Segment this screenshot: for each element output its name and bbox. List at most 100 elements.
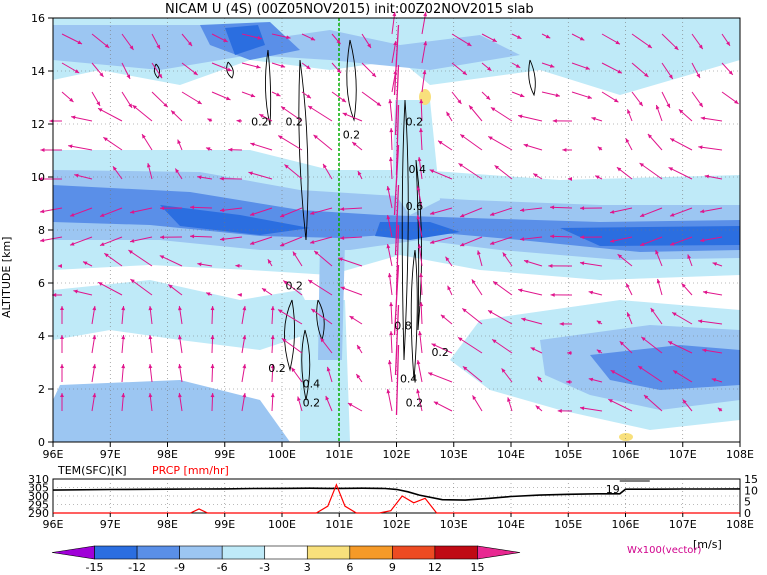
wind-vector: [170, 110, 183, 122]
wind-vector: [419, 272, 423, 296]
contour-line: [528, 59, 536, 97]
wind-vector: [355, 373, 363, 383]
wind-vector: [103, 136, 123, 151]
wind-vector: [571, 33, 585, 41]
wind-vector: [419, 98, 424, 122]
wind-vector: [151, 62, 163, 79]
x-tick-label: 107E: [669, 448, 697, 461]
wind-vector: [631, 62, 649, 78]
wind-vector: [97, 107, 123, 122]
contour-label: 0.2: [285, 115, 303, 128]
wind-vector: [307, 105, 333, 122]
wind-vector: [69, 236, 93, 246]
wind-vector: [440, 314, 453, 325]
contour-label: 0.4: [303, 378, 321, 391]
surface-x-tick-label: 104E: [497, 518, 525, 531]
wind-vector: [207, 118, 213, 123]
wind-vector: [468, 105, 483, 122]
wind-vector: [541, 33, 551, 39]
wind-vector: [313, 134, 333, 151]
wind-vector: [68, 144, 93, 151]
wind-vector: [386, 243, 393, 267]
wind-vector: [489, 236, 513, 245]
wind-vector: [494, 164, 513, 180]
wind-vectors: [38, 11, 739, 416]
contour-line: [346, 39, 357, 122]
wind-vector: [429, 236, 453, 244]
colorbar-tick-label: -9: [174, 561, 185, 574]
wind-vector: [487, 309, 513, 325]
wind-vector: [132, 104, 153, 122]
shade-region: [160, 205, 310, 235]
surface-x-tick-label: 106E: [612, 518, 640, 531]
wind-vector: [519, 236, 543, 242]
wind-vector: [698, 145, 723, 151]
wind-vector: [91, 91, 101, 107]
wind-vector: [691, 62, 701, 79]
wind-vector: [181, 33, 193, 47]
colorbar-tick-label: 3: [304, 561, 311, 574]
prcp-max-annotation: 19: [606, 483, 620, 496]
colorbar-unit: [m/s]: [693, 538, 722, 551]
wind-vector: [60, 364, 64, 382]
wind-vector: [168, 284, 183, 296]
wind-vector: [97, 281, 123, 296]
wind-vector: [641, 336, 663, 354]
colorbar-swatch: [264, 545, 308, 560]
wind-vector: [282, 280, 303, 296]
wind-vector: [535, 405, 543, 412]
colorbar-swatch: [94, 545, 138, 560]
wind-vector: [631, 33, 653, 49]
wind-vector: [521, 317, 543, 325]
wind-vector: [389, 127, 394, 151]
contour-line: [298, 59, 309, 241]
wind-vector: [301, 91, 312, 99]
wind-vector: [261, 287, 273, 296]
wind-vector: [178, 334, 183, 354]
cross-section-panel: 0.2 0.2 0.2 0.2 0.2 0.4 0.6 0.8 0.2 0.4 0.2 0.2 0.4 0…: [0, 11, 754, 461]
wind-vector: [429, 169, 453, 180]
wind-vector: [501, 368, 513, 383]
y-tick-label: 10: [31, 171, 45, 184]
wind-vector: [151, 33, 161, 50]
contour-lines: [153, 39, 536, 401]
wind-vector: [579, 235, 603, 240]
wind-vector: [129, 236, 153, 243]
wind-vector: [248, 171, 273, 180]
contour-line: [415, 159, 423, 331]
wind-vector: [608, 398, 633, 412]
wind-vector: [446, 111, 453, 122]
wind-vector: [616, 166, 633, 180]
wind-vector: [717, 407, 723, 412]
wind-vector: [700, 116, 723, 122]
wind-vector: [421, 40, 428, 64]
wind-vector: [416, 388, 423, 412]
contour-label: 0.2: [268, 362, 286, 375]
contour-label: 0.2: [285, 280, 303, 293]
wind-vector: [39, 207, 63, 214]
wind-vector: [472, 395, 483, 412]
surface-lines: [52, 483, 741, 514]
wind-vector: [682, 399, 693, 412]
wind-vector: [639, 207, 663, 218]
wind-vector: [489, 207, 513, 216]
wind-vector: [429, 207, 453, 215]
wind-vector: [178, 363, 183, 383]
wind-vector: [211, 33, 228, 43]
wind-vector: [270, 392, 275, 412]
wind-vector: [279, 236, 303, 247]
wind-vector: [159, 206, 183, 211]
wind-vector: [356, 344, 363, 354]
wind-vector: [73, 289, 93, 296]
contour-line: [226, 61, 234, 79]
wind-vector: [661, 62, 674, 80]
wind-vector: [205, 147, 213, 151]
wind-vector: [626, 312, 633, 325]
wind-vector: [557, 408, 573, 413]
colorbar-swatch: [221, 545, 266, 560]
wind-vector: [148, 363, 153, 383]
wind-vector: [147, 162, 153, 180]
wind-vector: [61, 62, 80, 74]
wind-vector: [523, 143, 543, 151]
surface-x-ticks: 96E 97E 98E 99E 100E 101E 102E 103E 104E 105E 106E…: [43, 513, 754, 531]
